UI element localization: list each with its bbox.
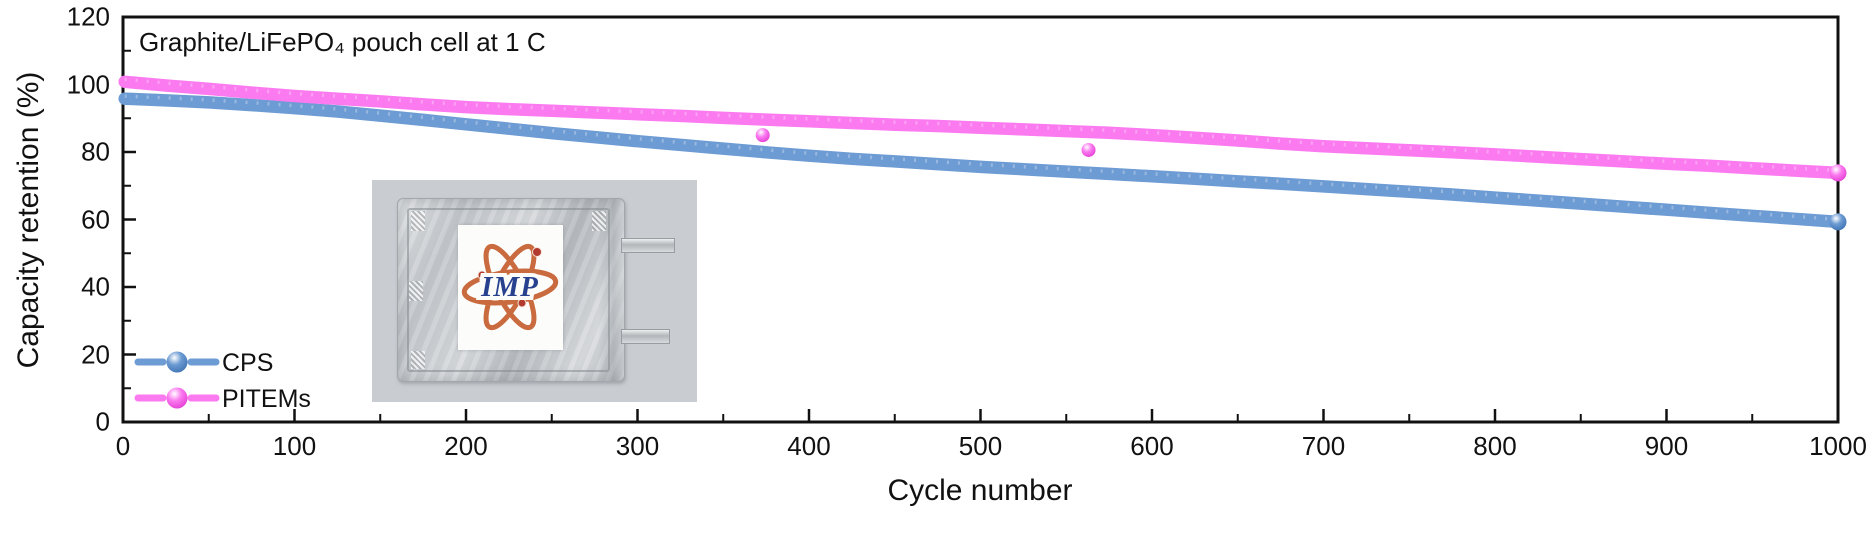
series-end-marker-CPS <box>1829 213 1847 231</box>
x-axis-label: Cycle number <box>887 474 1073 507</box>
x-tick-label: 700 <box>1301 431 1346 461</box>
legend-label-pitems: PITEMs <box>222 385 311 413</box>
x-tick-label: 800 <box>1473 431 1517 461</box>
y-tick-label: 120 <box>66 1 110 32</box>
x-tick-label: 500 <box>958 431 1003 461</box>
x-tick-label: 300 <box>615 431 660 461</box>
inset-photo: IMP <box>372 180 697 402</box>
logo-electron <box>517 298 527 308</box>
series-sheen-CPS <box>124 94 1839 222</box>
x-tick-label: 1000 <box>1809 431 1867 461</box>
y-tick-label: 80 <box>81 136 110 167</box>
series-line-CPS <box>118 92 1845 229</box>
x-tick-label: 600 <box>1130 431 1174 461</box>
imp-logo: IMP <box>461 243 559 331</box>
y-tick-label: 20 <box>81 339 110 369</box>
series-line-PITEMs <box>118 75 1845 180</box>
y-tick-label: 0 <box>95 406 110 437</box>
pouch-tab-top <box>621 238 675 253</box>
series-end-marker-PITEMs <box>1829 164 1847 182</box>
legend-marker-CPS <box>166 351 188 373</box>
legend-label-cps: CPS <box>222 349 274 377</box>
y-tick-label: 100 <box>66 69 110 99</box>
outlier-point-PITEMs <box>1081 142 1096 157</box>
imp-logo-text: IMP <box>480 271 539 303</box>
plot-title: Graphite/LiFePO₄ pouch cell at 1 C <box>139 27 546 57</box>
pouch-label: IMP <box>458 225 563 350</box>
legend-marker-PITEMs <box>166 387 188 409</box>
pouch-hatch-mark <box>592 211 606 231</box>
x-tick-label: 900 <box>1644 431 1689 461</box>
logo-electron <box>477 270 487 280</box>
x-tick-label: 200 <box>444 431 488 461</box>
x-tick-label: 0 <box>115 431 131 461</box>
pouch-hatch-mark <box>411 211 425 231</box>
pouch-hatch-mark <box>409 281 423 301</box>
y-tick-label: 60 <box>81 204 110 234</box>
pouch-hatch-mark <box>411 351 425 369</box>
x-tick-label: 400 <box>787 431 831 461</box>
pouch-tab-bottom <box>621 329 670 344</box>
outlier-point-PITEMs <box>755 128 770 143</box>
y-tick-label: 40 <box>81 271 110 302</box>
x-tick-label: 100 <box>272 431 317 461</box>
logo-electron <box>532 247 542 257</box>
